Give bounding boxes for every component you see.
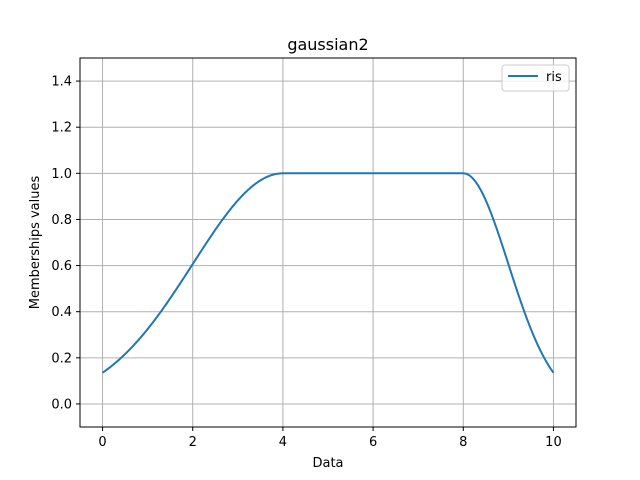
x-tick-label: 0 — [98, 435, 106, 450]
y-tick-label: 0.4 — [51, 305, 72, 320]
x-tick-label: 2 — [189, 435, 197, 450]
y-tick-label: 1.4 — [51, 75, 72, 90]
y-tick-label: 0.0 — [51, 397, 72, 412]
y-tick-label: 0.6 — [51, 259, 72, 274]
y-tick-label: 0.2 — [51, 351, 72, 366]
plot-area-frame — [79, 57, 577, 428]
y-tick-label: 0.8 — [51, 213, 72, 228]
grid — [80, 58, 576, 427]
legend-label: ris — [546, 70, 562, 85]
x-tick-label: 4 — [279, 435, 287, 450]
y-tick-label: 1.2 — [51, 121, 72, 136]
legend-box — [501, 64, 570, 92]
y-axis: 0.0 0.2 0.4 0.6 0.8 1.0 1.2 1.4 — [51, 75, 80, 412]
y-tick-label: 1.0 — [51, 167, 72, 182]
chart-title: gaussian2 — [287, 35, 368, 54]
series-layer — [101, 172, 555, 374]
x-axis-label: Data — [312, 456, 343, 471]
series-line-ris — [101, 172, 555, 374]
x-tick-label: 6 — [369, 435, 377, 450]
y-axis-label: Memberships values — [28, 176, 43, 310]
x-tick-label: 8 — [459, 435, 467, 450]
legend: ris — [501, 64, 570, 92]
x-axis: 0 2 4 6 8 10 — [98, 427, 562, 450]
x-tick-label: 10 — [545, 435, 562, 450]
